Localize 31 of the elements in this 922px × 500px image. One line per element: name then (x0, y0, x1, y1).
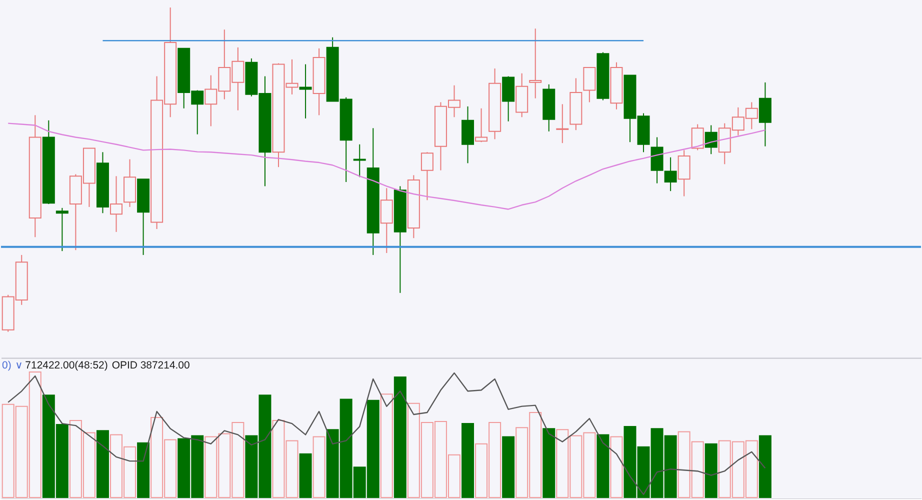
candlestick (678, 150, 690, 197)
text: 712422.00(48:52) (25, 360, 108, 372)
bar (394, 376, 406, 498)
candlestick (691, 124, 704, 151)
bar (96, 430, 109, 498)
candlestick (529, 28, 542, 99)
candlestick (502, 76, 515, 122)
bar (596, 434, 610, 498)
bar (502, 436, 515, 498)
candlestick (664, 156, 677, 192)
bar (299, 453, 312, 498)
candlestick (758, 82, 772, 147)
text: ∨ (15, 360, 23, 372)
candlestick (56, 207, 68, 252)
candlestick (475, 108, 488, 143)
text: 0) (2, 360, 12, 372)
bar (137, 442, 150, 498)
candlestick (583, 67, 596, 103)
bar (758, 435, 772, 498)
candlestick (650, 136, 664, 184)
candlestick (556, 104, 569, 144)
candlestick (110, 176, 122, 232)
text: OPID 387214.00 (112, 360, 190, 372)
candlestick (353, 144, 366, 178)
candlestick (420, 152, 434, 201)
candlestick (462, 106, 474, 164)
candlestick (380, 188, 393, 254)
candlestick (704, 124, 718, 155)
bar (542, 428, 556, 498)
bar (462, 423, 474, 498)
bar (704, 443, 718, 498)
